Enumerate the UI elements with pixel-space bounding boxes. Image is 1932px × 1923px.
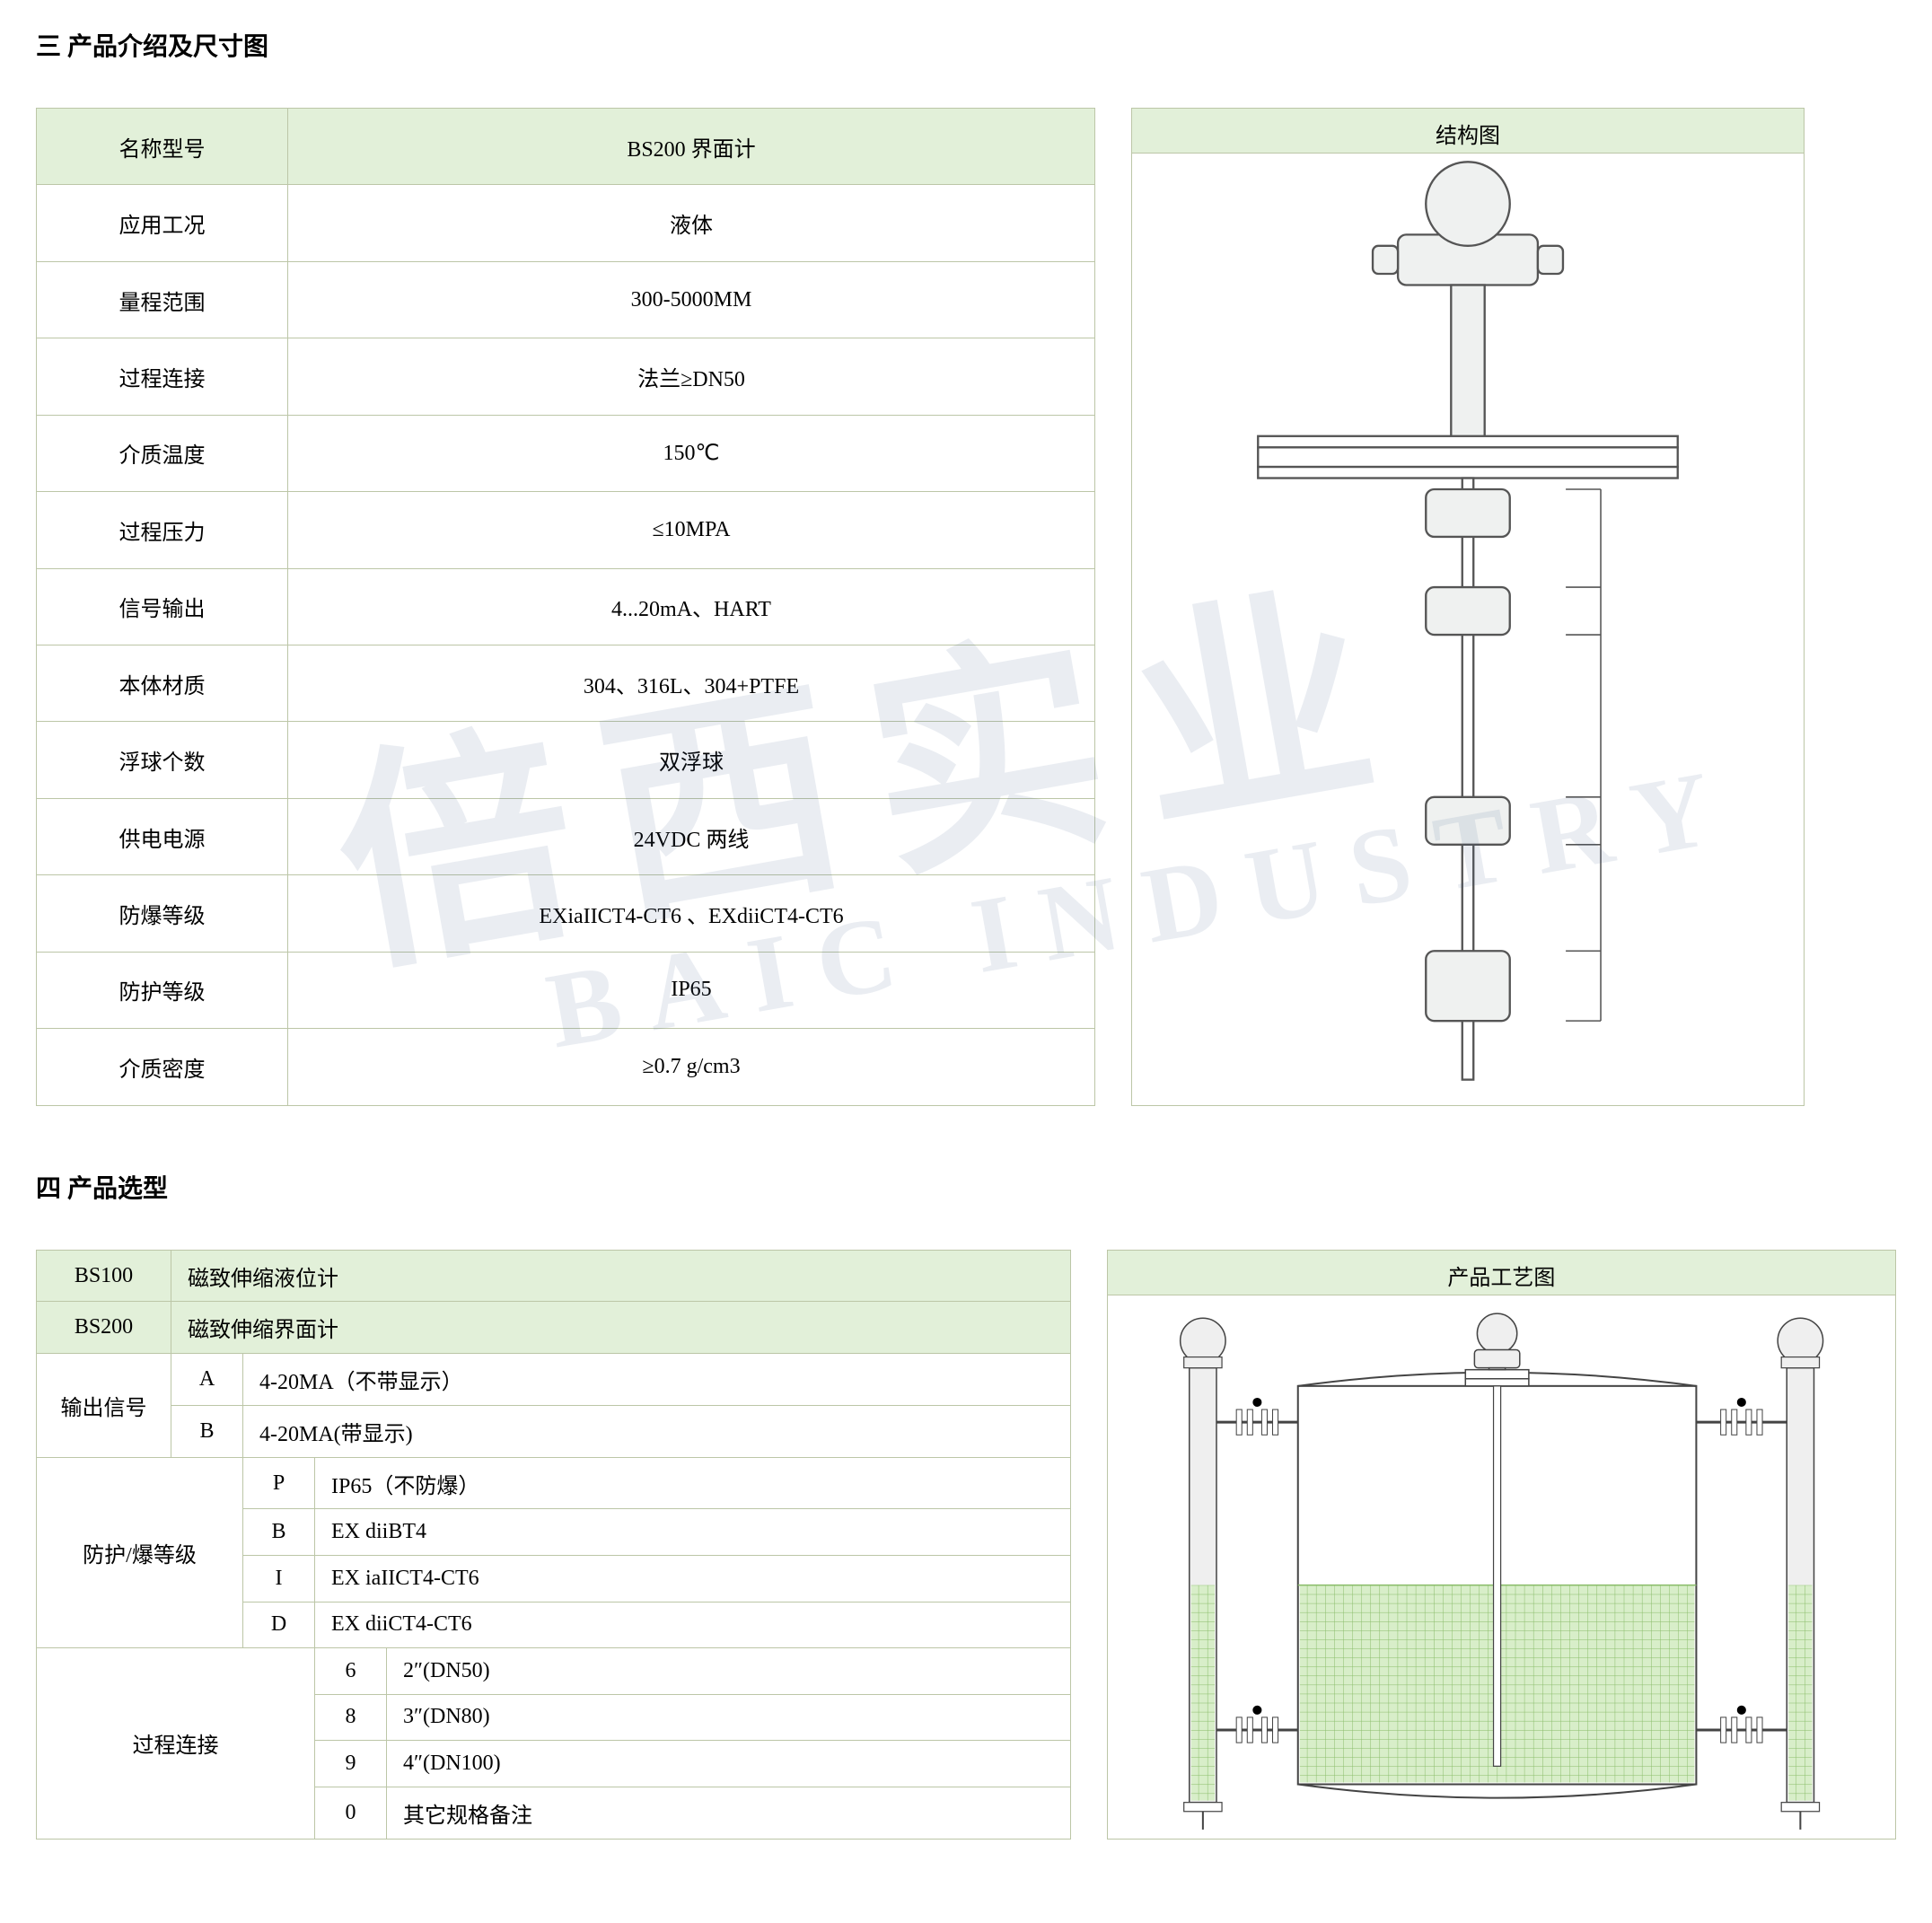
sel-conn-code: 0: [315, 1787, 387, 1839]
spec-row-label: 浮球个数: [37, 722, 288, 798]
sel-protect-code: D: [243, 1602, 315, 1648]
spec-row-label: 过程连接: [37, 338, 288, 415]
structure-diagram-title: 结构图: [1132, 109, 1804, 154]
spec-row-value: IP65: [288, 952, 1095, 1028]
spec-row-value: 24VDC 两线: [288, 798, 1095, 874]
spec-row-label: 供电电源: [37, 798, 288, 874]
sel-protect-code: I: [243, 1555, 315, 1602]
process-diagram-box: 产品工艺图: [1107, 1250, 1896, 1840]
spec-row-label: 防护等级: [37, 952, 288, 1028]
sel-protect-label: 防护/爆等级: [37, 1457, 243, 1647]
spec-header-right: BS200 界面计: [288, 109, 1095, 185]
spec-row-value: 304、316L、304+PTFE: [288, 645, 1095, 721]
structure-diagram-area: [1132, 154, 1804, 1105]
sel-protect-desc: EX diiCT4-CT6: [315, 1602, 1071, 1648]
sel-protect-code: B: [243, 1509, 315, 1556]
sel-output-desc: 4-20MA(带显示): [243, 1405, 1071, 1457]
sel-conn-code: 9: [315, 1741, 387, 1787]
section4-wrap: BS100 磁致伸缩液位计 BS200 磁致伸缩界面计 输出信号 A 4-20M…: [36, 1250, 1896, 1840]
process-diagram-area: [1108, 1295, 1895, 1839]
sel-output-label: 输出信号: [37, 1354, 171, 1458]
sel-model-code: BS100: [37, 1250, 171, 1302]
spec-row-label: 本体材质: [37, 645, 288, 721]
spec-row-label: 过程压力: [37, 492, 288, 568]
sel-conn-desc: 2″(DN50): [387, 1648, 1071, 1695]
section4-title: 四 产品选型: [36, 1169, 1896, 1205]
process-diagram-title: 产品工艺图: [1108, 1251, 1895, 1295]
sel-conn-desc: 3″(DN80): [387, 1694, 1071, 1741]
spec-row-value: ≥0.7 g/cm3: [288, 1029, 1095, 1106]
spec-row-value: EXiaIICT4-CT6 、EXdiiCT4-CT6: [288, 875, 1095, 952]
spec-row-value: 双浮球: [288, 722, 1095, 798]
sel-conn-code: 6: [315, 1648, 387, 1695]
spec-row-label: 应用工况: [37, 185, 288, 261]
sel-model-code: BS200: [37, 1302, 171, 1354]
spec-row-value: 液体: [288, 185, 1095, 261]
sel-conn-label: 过程连接: [37, 1648, 315, 1840]
spec-row-label: 介质密度: [37, 1029, 288, 1106]
spec-row-value: 150℃: [288, 415, 1095, 491]
spec-row-value: 300-5000MM: [288, 261, 1095, 338]
spec-row-label: 信号输出: [37, 568, 288, 645]
section3-wrap: 名称型号 BS200 界面计 应用工况液体 量程范围300-5000MM 过程连…: [36, 108, 1896, 1106]
spec-row-label: 介质温度: [37, 415, 288, 491]
sel-protect-desc: IP65（不防爆）: [315, 1457, 1071, 1509]
spec-header-left: 名称型号: [37, 109, 288, 185]
spec-row-value: 法兰≥DN50: [288, 338, 1095, 415]
sel-model-desc: 磁致伸缩液位计: [171, 1250, 1071, 1302]
structure-svg: [1132, 154, 1804, 1105]
spec-row-label: 防爆等级: [37, 875, 288, 952]
sel-protect-desc: EX iaIICT4-CT6: [315, 1555, 1071, 1602]
section3-title: 三 产品介绍及尺寸图: [36, 27, 1896, 63]
structure-diagram-box: 结构图: [1131, 108, 1805, 1106]
sel-protect-desc: EX diiBT4: [315, 1509, 1071, 1556]
sel-output-code: B: [171, 1405, 243, 1457]
sel-conn-desc: 其它规格备注: [387, 1787, 1071, 1839]
sel-conn-code: 8: [315, 1694, 387, 1741]
sel-model-desc: 磁致伸缩界面计: [171, 1302, 1071, 1354]
spec-table: 名称型号 BS200 界面计 应用工况液体 量程范围300-5000MM 过程连…: [36, 108, 1095, 1106]
sel-output-desc: 4-20MA（不带显示）: [243, 1354, 1071, 1406]
spec-row-value: ≤10MPA: [288, 492, 1095, 568]
selection-table: BS100 磁致伸缩液位计 BS200 磁致伸缩界面计 输出信号 A 4-20M…: [36, 1250, 1071, 1840]
sel-protect-code: P: [243, 1457, 315, 1509]
sel-output-code: A: [171, 1354, 243, 1406]
sel-conn-desc: 4″(DN100): [387, 1741, 1071, 1787]
spec-row-label: 量程范围: [37, 261, 288, 338]
spec-row-value: 4...20mA、HART: [288, 568, 1095, 645]
process-svg: [1108, 1295, 1895, 1839]
